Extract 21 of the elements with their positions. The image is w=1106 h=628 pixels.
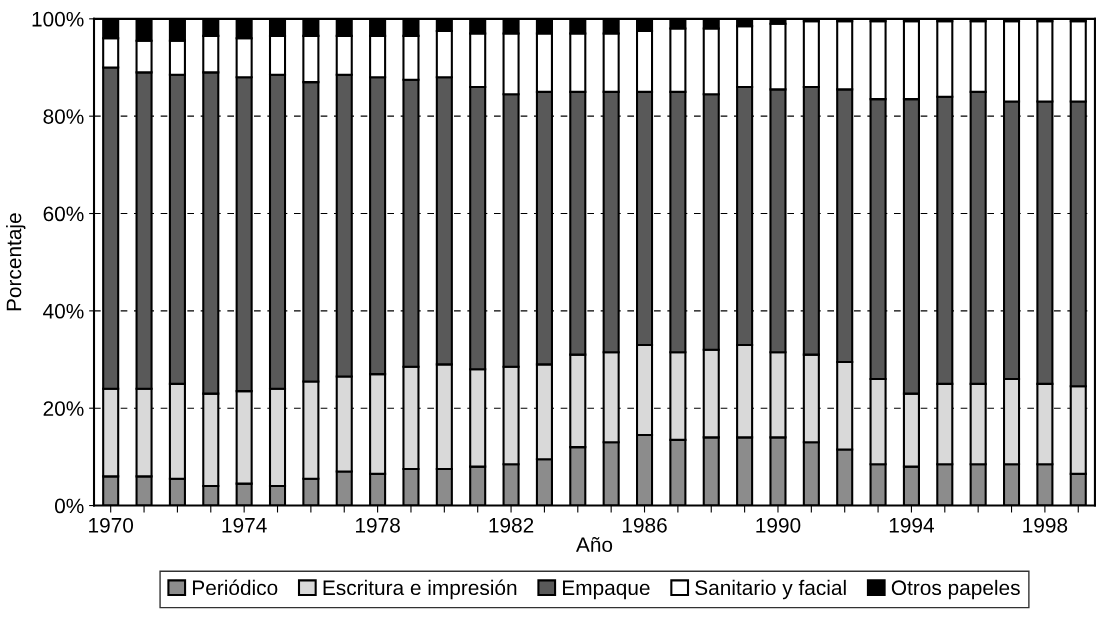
x-tick-label: 1974 xyxy=(222,517,267,533)
x-tick-label: 1978 xyxy=(356,517,400,533)
y-tick-label: 60% xyxy=(43,206,84,222)
y-tick-label: 80% xyxy=(43,109,84,124)
x-tick-label: 1982 xyxy=(489,517,534,533)
legend-label: Escritura e impresión xyxy=(323,579,517,600)
x-tick-label: 1990 xyxy=(756,517,801,533)
legend-label: Sanitario y facial xyxy=(695,579,846,600)
y-tick-label: 20% xyxy=(43,401,84,416)
y-axis-title: Porcentaje xyxy=(6,213,26,311)
legend-label: Periódico xyxy=(193,579,278,596)
y-tick-label: 0% xyxy=(54,498,84,514)
legend-label: Otros papeles xyxy=(891,579,1020,600)
x-tick-label: 1986 xyxy=(622,517,667,533)
y-tick-label: 100% xyxy=(32,11,84,27)
y-tick-label: 40% xyxy=(43,303,84,319)
x-tick-label: 1994 xyxy=(889,517,934,533)
x-tick-label: 1970 xyxy=(89,517,134,533)
legend-label: Empaque xyxy=(563,580,650,600)
x-tick-label: 1998 xyxy=(1023,517,1068,533)
x-axis-title: Año xyxy=(575,536,613,553)
